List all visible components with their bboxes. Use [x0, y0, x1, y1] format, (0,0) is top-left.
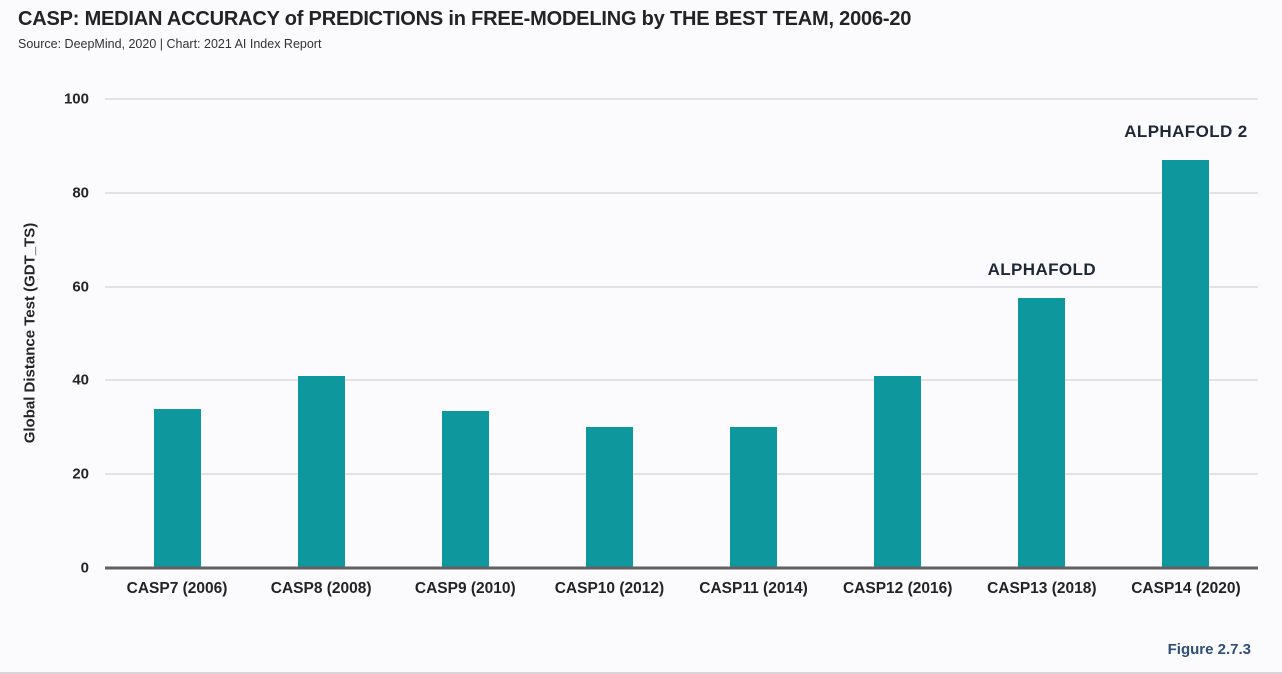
x-tick-label-8: CASP14 (2020)	[1131, 580, 1241, 597]
y-tick-label-60: 60	[72, 278, 89, 296]
bar-slot-8: ALPHAFOLD 2	[1114, 99, 1258, 568]
figure-number-label: Figure 2.7.3	[1167, 641, 1251, 658]
bar-slot-2	[249, 99, 393, 568]
bar-slot-1	[105, 99, 249, 568]
y-tick-label-40: 40	[72, 371, 89, 389]
y-tick-label-20: 20	[72, 465, 89, 483]
bottom-edge-line	[0, 672, 1282, 674]
bar-casp7	[153, 408, 201, 568]
x-tick-label-5: CASP11 (2014)	[699, 580, 808, 597]
x-tick-label-3: CASP9 (2010)	[414, 580, 516, 597]
x-tick-label-4: CASP10 (2012)	[554, 580, 665, 597]
annotation-alphafold: ALPHAFOLD	[987, 260, 1097, 280]
gridline-40	[105, 379, 1258, 381]
x-tick-label-1: CASP7 (2006)	[126, 580, 228, 597]
y-tick-label-0: 0	[80, 559, 89, 577]
bar-casp8	[297, 375, 345, 568]
y-tick-label-80: 80	[72, 184, 89, 202]
bar-casp11	[730, 427, 778, 568]
x-axis-labels: CASP7 (2006) CASP8 (2008) CASP9 (2010) CASP…	[105, 580, 1258, 598]
bar-slot-7: ALPHAFOLD	[970, 99, 1114, 568]
bar-slot-3	[393, 99, 537, 568]
bars-layer: ALPHAFOLD ALPHAFOLD 2	[105, 99, 1258, 568]
bar-casp9	[441, 410, 489, 568]
gridline-60	[105, 286, 1258, 288]
bar-slot-6	[826, 99, 970, 568]
x-tick-label-7: CASP13 (2018)	[987, 580, 1097, 597]
y-tick-label-100: 100	[63, 90, 89, 108]
bar-slot-4	[537, 99, 681, 568]
gridline-100	[105, 98, 1258, 100]
x-tick-label-6: CASP12 (2016)	[842, 580, 953, 597]
bar-casp13	[1018, 298, 1066, 568]
grid-layer: 0 20 40 60 80 100	[64, 92, 1258, 576]
gridline-20	[105, 473, 1258, 475]
bar-casp14	[1162, 159, 1210, 568]
bar-casp12	[874, 375, 922, 568]
plot-area: 0 20 40 60 80 100 ALPHAFOLD ALPHAFOLD 2	[64, 92, 1258, 576]
annotation-alphafold-2: ALPHAFOLD 2	[1124, 121, 1248, 141]
chart-source-line: Source: DeepMind, 2020 | Chart: 2021 AI …	[18, 37, 322, 51]
gridline-80	[105, 192, 1258, 194]
x-axis-baseline	[105, 566, 1258, 570]
chart-title: CASP: MEDIAN ACCURACY of PREDICTIONS in …	[18, 8, 912, 30]
bar-casp10	[585, 427, 633, 568]
x-tick-label-2: CASP8 (2008)	[270, 580, 372, 597]
y-axis-title: Global Distance Test (GDT_TS)	[21, 222, 39, 444]
bar-slot-5	[682, 99, 826, 568]
